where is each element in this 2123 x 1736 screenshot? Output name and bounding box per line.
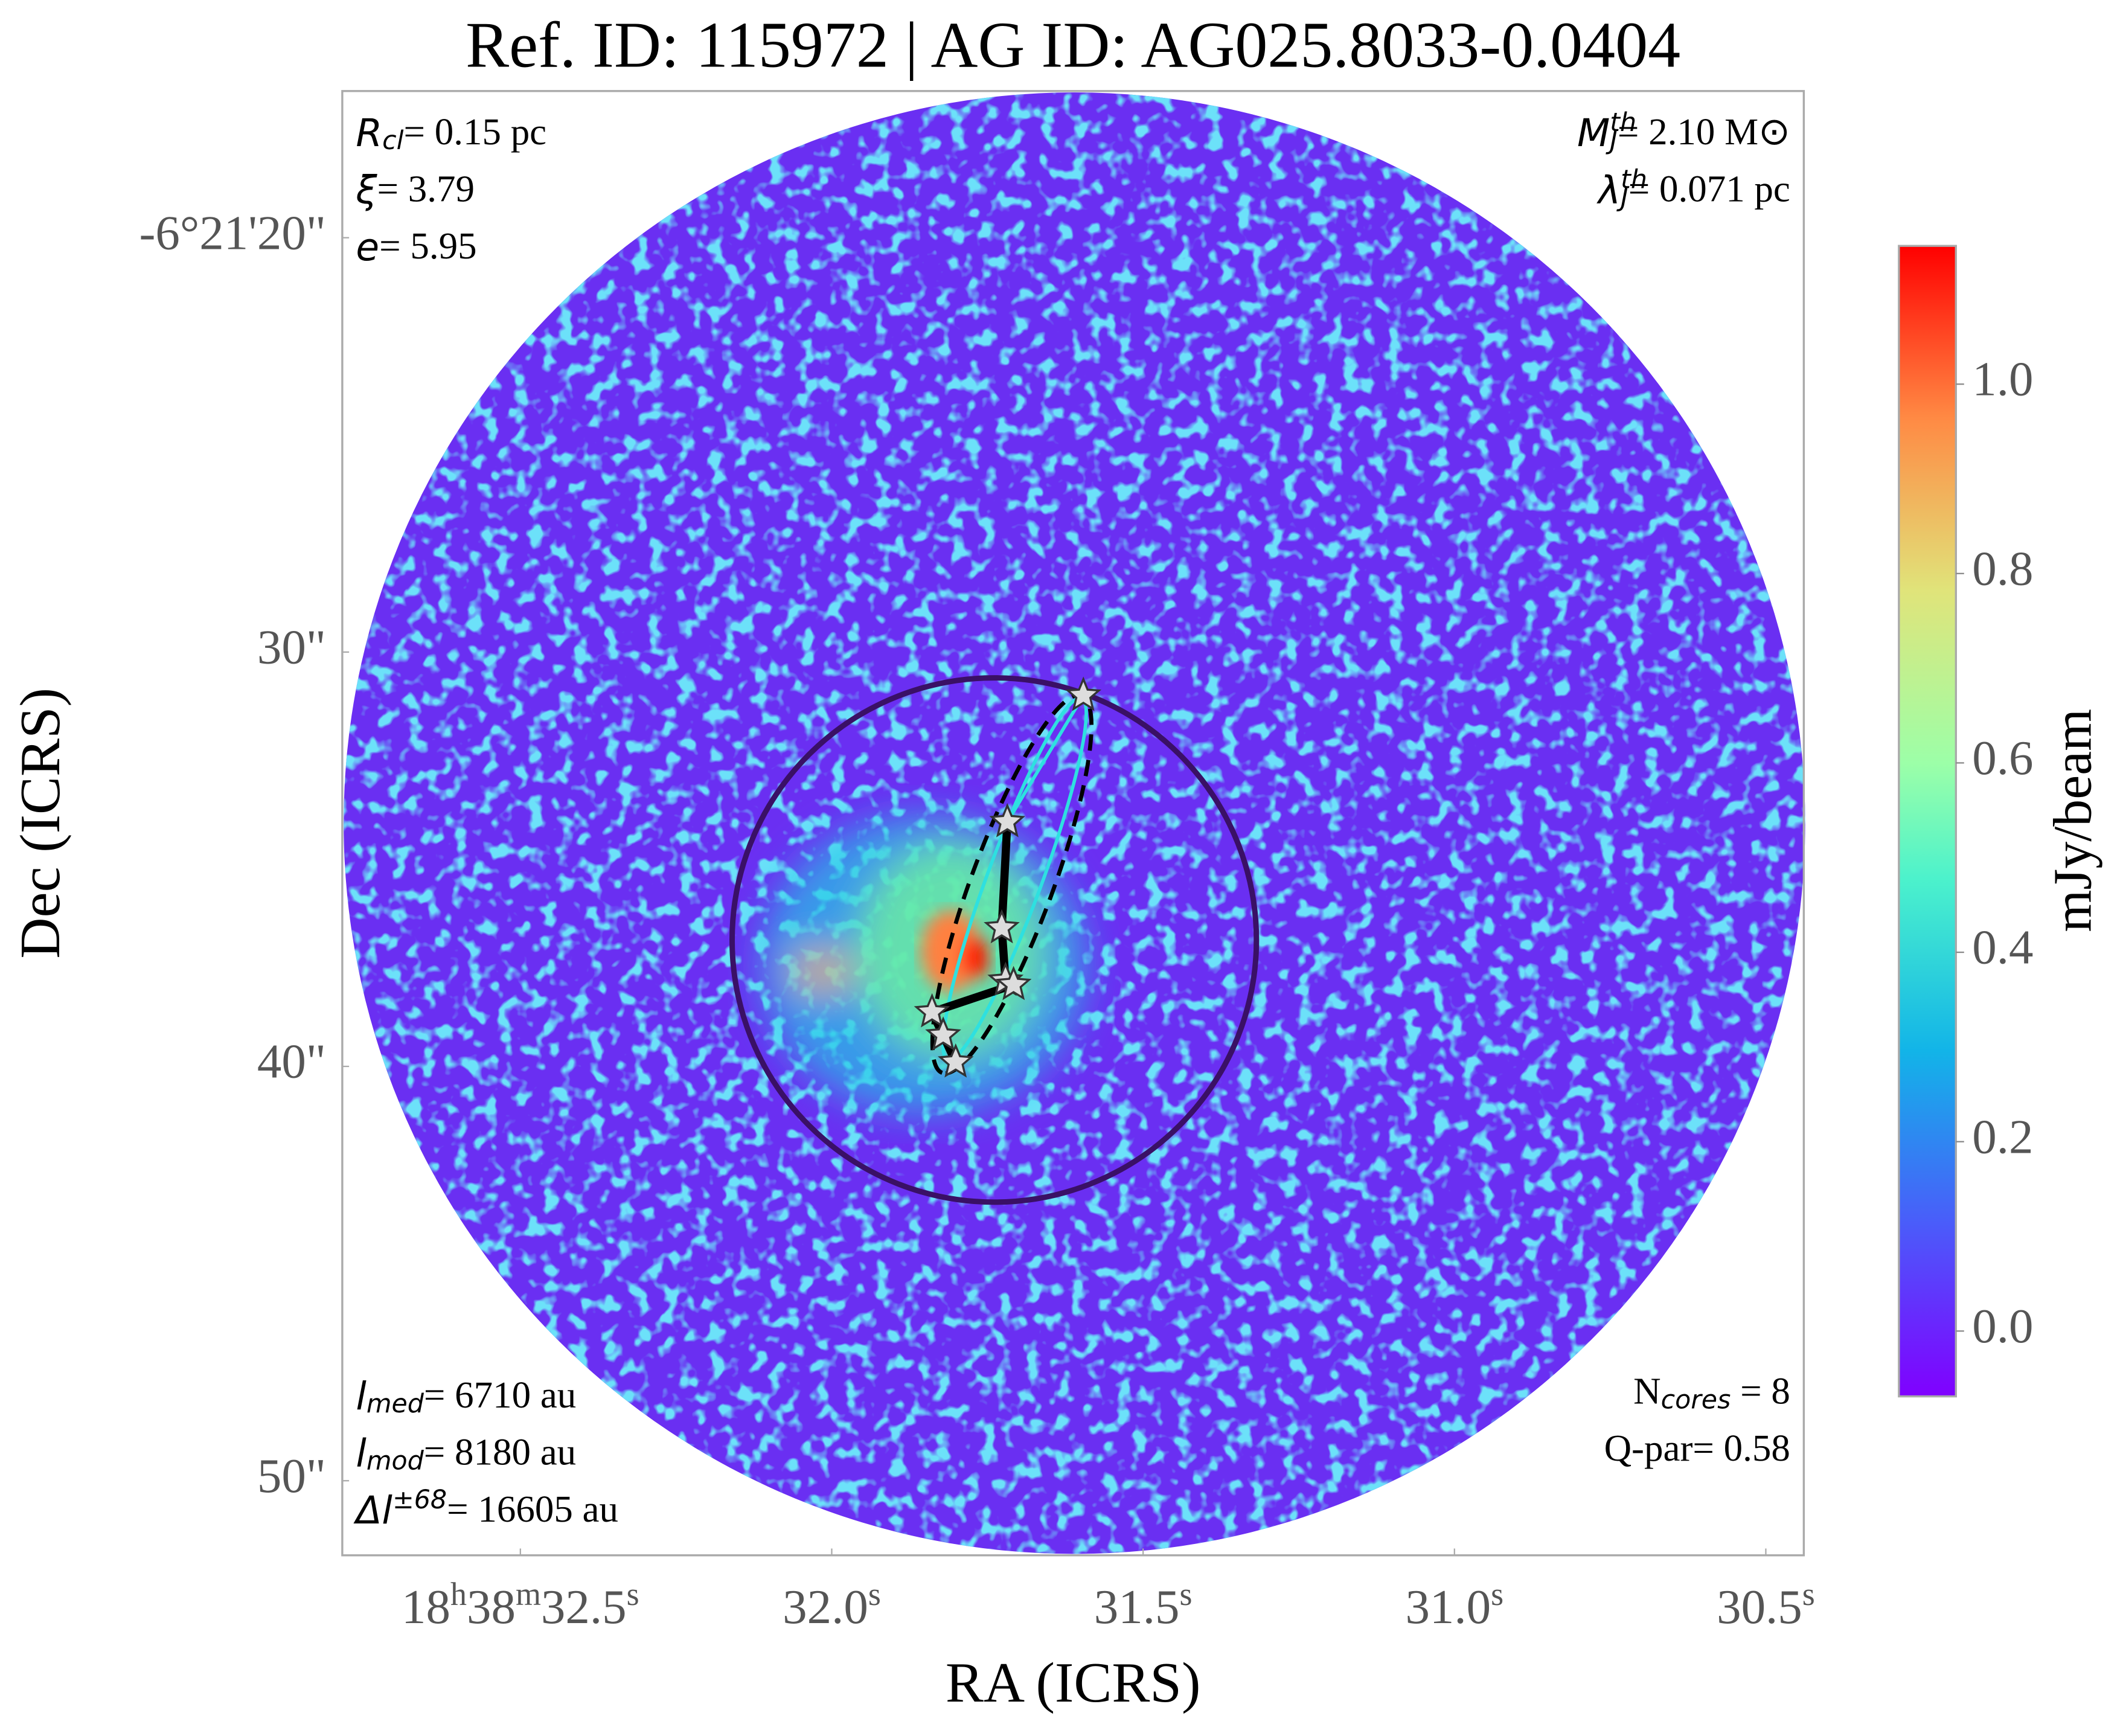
annotation-text: = 8180 au [424,1431,576,1473]
colorbar-label: mJy/beam [2043,709,2102,932]
colorbar-tick-label: 0.6 [1972,731,2033,785]
core-star [1065,676,1102,711]
emission-peak [921,910,989,992]
core-star [938,1043,974,1078]
annotation-sub: cl [382,126,403,156]
core-star [995,966,1032,1001]
intensity-map [344,92,1805,1554]
annotation-symbol: λ [1596,168,1621,213]
colorbar [1898,245,1957,1398]
annotation: Δl±68= 16605 au [353,1485,618,1533]
annotation-text: = 8 [1731,1370,1790,1412]
mst-edge-long [1005,694,1085,824]
colorbar-tick-label: 0.2 [1972,1109,2033,1164]
annotation-symbol: N [1633,1370,1660,1412]
annotation-sub: cores [1661,1385,1731,1415]
annotation-symbol: l [356,1432,367,1476]
annotation-symbol: M [1577,111,1610,155]
annotation-text: = 3.79 [377,168,474,210]
core-star [914,993,950,1028]
y-tick-label: -6°21'20" [139,205,325,260]
y-tick-label: 50" [257,1449,326,1503]
annotation: λth J= 0.071 pc [1596,165,1790,213]
annotation-symbol: Δl [353,1488,392,1533]
annotation-symbol: R [356,111,382,155]
annotation: Mth J= 2.10 M⊙ [1577,107,1790,156]
annotation-text: = 16605 au [447,1488,618,1530]
annotation-sup: th [1610,107,1636,138]
x-tick-label: 31.5s [1094,1576,1193,1634]
colorbar-tick-label: 0.0 [1972,1299,2033,1353]
annotation: Ncores = 8 [1633,1370,1790,1415]
clump-circle [729,675,1260,1205]
annotation: lmed= 6710 au [356,1374,576,1420]
annotation-text: = 5.95 [379,225,476,267]
x-tick-label: 31.0s [1405,1576,1503,1634]
chart-title: Ref. ID: 115972 | AG ID: AG025.8033-0.04… [466,9,1680,81]
annotation-sup: ±68 [392,1485,447,1515]
core-star [925,1016,961,1051]
core-star [989,802,1025,838]
mst-edge [997,818,1012,932]
y-axis-label: Dec (ICRS) [9,688,72,959]
x-tick-label: 30.5s [1717,1576,1815,1634]
annotation: Rcl= 0.15 pc [356,111,546,156]
annotation-text: = 2.10 M⊙ [1618,111,1790,153]
annotation-text: Q-par= 0.58 [1604,1427,1790,1469]
annotation-sub: mod [367,1446,424,1476]
annotation-text: = 6710 au [424,1374,576,1417]
core-star [984,909,1020,944]
annotation: e= 5.95 [356,225,476,269]
y-tick-label: 40" [257,1034,326,1089]
colorbar-tick-label: 0.8 [1972,541,2033,595]
annotation-symbol: l [356,1374,367,1418]
colorbar-tick-label: 0.4 [1972,920,2033,975]
annotation: lmod= 8180 au [356,1431,576,1476]
y-tick-label: 30" [257,620,326,674]
annotation-sub: med [367,1389,424,1419]
annotation-text: = 0.071 pc [1628,168,1790,210]
x-tick-label: 32.0s [783,1576,881,1634]
annotation: Q-par= 0.58 [1604,1427,1790,1469]
annotation-symbol: e [356,225,379,269]
annotation: ξ= 3.79 [355,168,475,213]
colorbar-tick-label: 1.0 [1972,352,2033,406]
x-tick-label: 18h38m32.5s [402,1576,639,1634]
x-axis-label: RA (ICRS) [946,1651,1201,1714]
annotation-sup: th [1621,165,1647,195]
annotation-text: = 0.15 pc [404,111,547,153]
annotation-symbol: ξ [355,168,377,213]
axes-frame [341,90,1805,1557]
